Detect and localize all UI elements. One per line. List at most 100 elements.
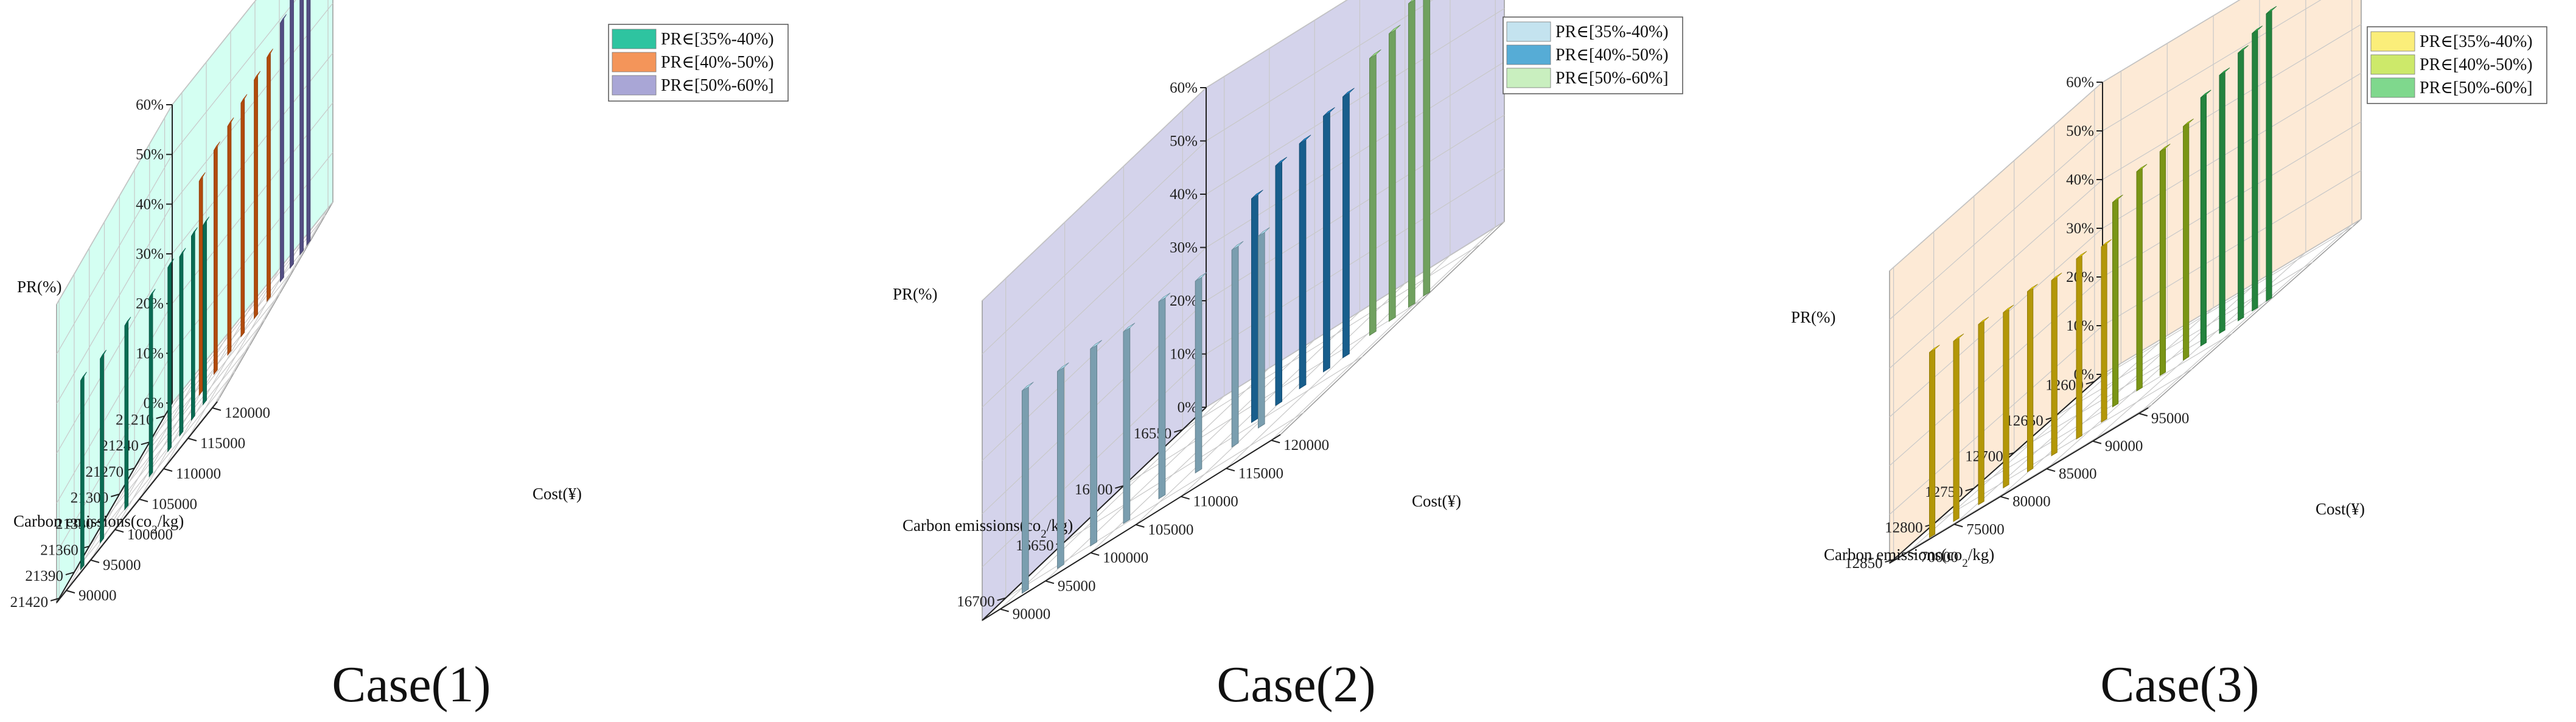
legend-entry: PR∈[40%-50%): [661, 53, 774, 72]
bar-face-top: [148, 289, 156, 298]
bar: [2219, 67, 2230, 334]
bar-face-side: [227, 121, 232, 356]
bar: [2200, 89, 2211, 347]
y-axis-line: [56, 401, 218, 603]
bar: [203, 216, 210, 405]
bar-face-top: [1342, 88, 1355, 97]
bar: [299, 0, 304, 256]
bar: [1408, 0, 1415, 308]
z-tick-label: 30%: [136, 246, 164, 262]
bar-face-top: [254, 71, 261, 80]
legend-entry: PR∈[35%-40%): [1555, 23, 1669, 41]
y-tick-mark: [1908, 551, 1917, 555]
bar-face-top: [2252, 26, 2263, 34]
chart-caption: Case(3): [2100, 656, 2259, 713]
bar-face-side: [1022, 386, 1029, 594]
y-gridline: [1045, 48, 1270, 581]
bar-face-side: [2219, 71, 2225, 334]
legend-swatch: [2370, 77, 2415, 98]
bar-face-top: [2160, 144, 2171, 152]
bar-face-side: [299, 0, 304, 256]
bar: [2266, 5, 2277, 302]
x-tick-mark: [1173, 429, 1183, 433]
bar-face-side: [1258, 231, 1265, 429]
bar-face-top: [179, 248, 186, 258]
bar: [2101, 239, 2112, 423]
bar-face-top: [2003, 304, 2014, 313]
z-tick-label: 50%: [2066, 123, 2094, 139]
y-tick-mark: [2000, 496, 2009, 500]
y-tick-mark: [139, 499, 148, 502]
bars: [1022, 0, 1431, 594]
bar-face-side: [2051, 276, 2058, 457]
z-tick-label: 40%: [136, 196, 164, 212]
x-tick-mark: [141, 441, 150, 446]
x-tick-label: 21330: [55, 516, 94, 533]
bar: [1388, 24, 1401, 322]
y-tick-label: 85000: [2059, 466, 2097, 482]
bar-face-top: [198, 172, 206, 182]
bar: [1231, 240, 1244, 448]
bar-face-side: [1057, 366, 1064, 569]
bar: [1258, 227, 1270, 429]
y-gridline: [1181, 0, 1406, 497]
bar: [2252, 26, 2263, 312]
y-gridline: [1226, 0, 1451, 469]
legend-swatch: [2370, 54, 2415, 75]
x-tick-label: 12800: [1885, 520, 1923, 536]
bar-face-top: [1258, 227, 1270, 237]
bar: [1342, 88, 1355, 359]
x-tick-label: 21210: [116, 412, 154, 428]
bar-face-top: [267, 48, 273, 58]
bar: [2112, 194, 2123, 408]
y-tick-mark: [90, 559, 100, 563]
bar-face-side: [80, 376, 85, 570]
z-tick-label: 60%: [136, 97, 164, 113]
bar-face-side: [1978, 320, 1984, 505]
bar-face-top: [280, 14, 287, 24]
bar-face-top: [191, 227, 198, 237]
bar-face-top: [1369, 49, 1381, 59]
y-tick-label: 115000: [1238, 465, 1283, 482]
bar-face-side: [1123, 327, 1131, 524]
y-tick-mark: [2092, 440, 2102, 444]
y-gridline: [212, 0, 329, 408]
x-tick-label: 21390: [25, 568, 63, 584]
y-tick-label: 100000: [127, 527, 173, 543]
bar-face-top: [1022, 382, 1034, 391]
bar: [1057, 362, 1069, 569]
y-tick-mark: [2138, 413, 2148, 417]
y-tick-label: 90000: [1013, 606, 1051, 623]
bar: [2136, 164, 2148, 391]
x-tick-mark: [110, 493, 120, 497]
bar-face-top: [2027, 284, 2038, 292]
bar: [267, 48, 273, 303]
bar-face-side: [100, 354, 104, 544]
bar-face-top: [1929, 345, 1940, 353]
bar-face-side: [280, 18, 284, 282]
y-tick-label: 110000: [1193, 494, 1238, 510]
bar-face-side: [2112, 198, 2119, 408]
bar-face-side: [1195, 276, 1202, 474]
legend: PR∈[35%-40%) PR∈[40%-50%) PR∈[50%-60%]: [2367, 26, 2547, 104]
bar-face-side: [2076, 254, 2082, 440]
y-tick-mark: [212, 407, 222, 411]
y-tick-mark: [1045, 580, 1055, 584]
bar-face-top: [1123, 323, 1136, 332]
y-axis-label: Cost(¥): [2316, 500, 2365, 518]
legend-entry: PR∈[50%-60%]: [2420, 79, 2533, 97]
bar-face-side: [2183, 122, 2190, 361]
y-gridline: [1000, 76, 1225, 609]
bar: [227, 117, 234, 356]
y-tick-mark: [1226, 468, 1235, 472]
bar-face-side: [1953, 337, 1960, 522]
bar-face-side: [1158, 297, 1166, 500]
y-tick-label: 90000: [79, 587, 117, 604]
legend-swatch: [1506, 44, 1551, 65]
z-tick-label: 60%: [1170, 80, 1198, 96]
y-tick-label: 110000: [176, 466, 221, 482]
bar-face-side: [1423, 0, 1431, 297]
x-tick-mark: [997, 597, 1007, 601]
chart-caption: Case(2): [1216, 656, 1375, 713]
y-tick-label: 100000: [1103, 550, 1148, 566]
